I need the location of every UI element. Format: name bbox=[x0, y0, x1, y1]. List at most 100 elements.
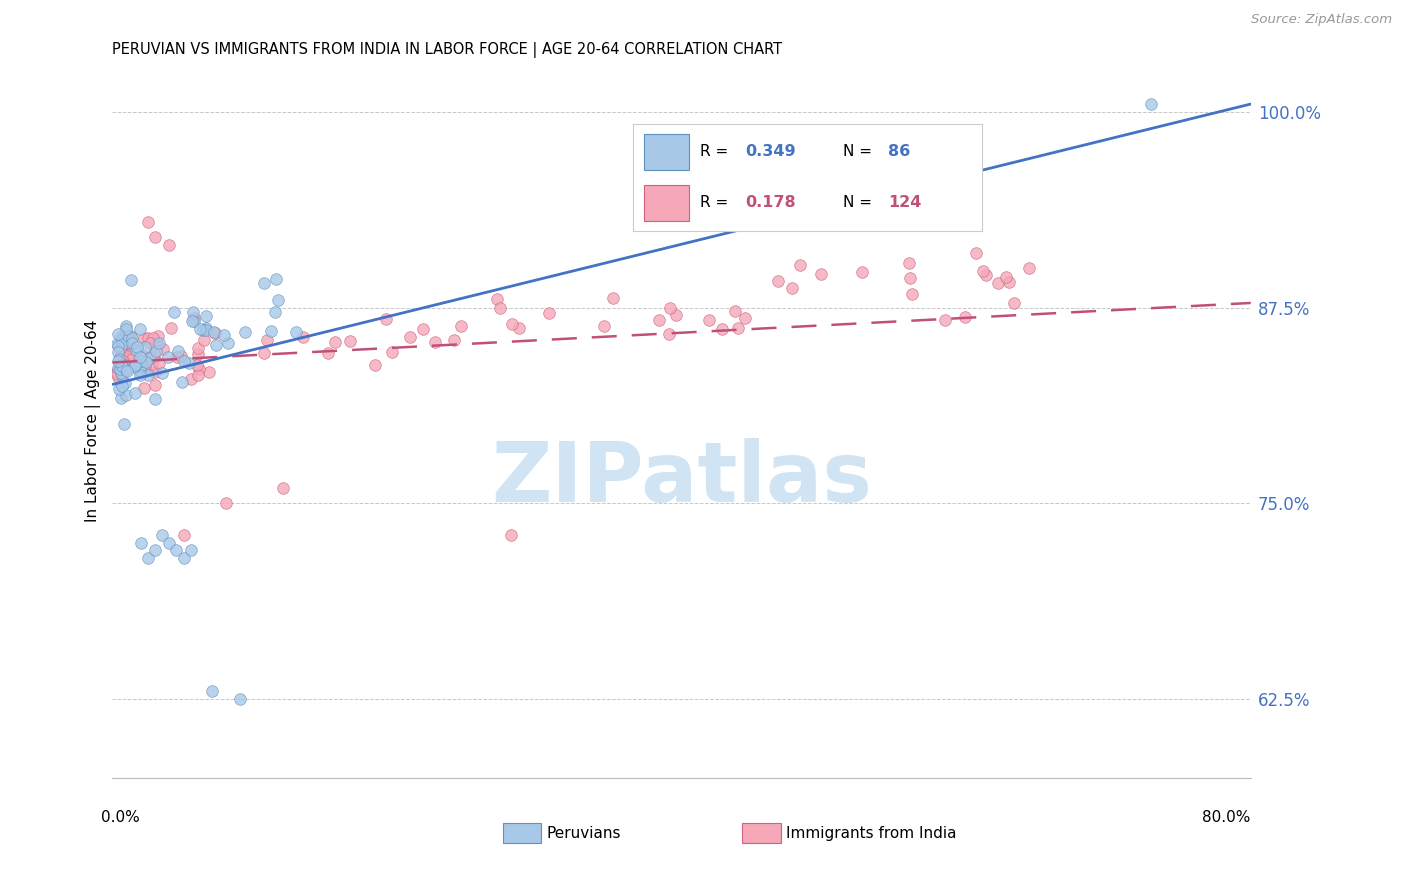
Point bbox=[953, 310, 976, 325]
Point bbox=[110, 361, 132, 376]
Point bbox=[148, 329, 170, 343]
Point bbox=[648, 313, 671, 327]
Point bbox=[134, 340, 156, 354]
Point bbox=[267, 293, 290, 307]
Point bbox=[766, 274, 789, 288]
Point bbox=[110, 330, 132, 344]
Point bbox=[115, 349, 138, 363]
Point bbox=[665, 308, 688, 322]
Point bbox=[142, 330, 165, 344]
Point bbox=[412, 322, 434, 336]
Point bbox=[538, 306, 561, 320]
Point bbox=[170, 349, 193, 363]
Point bbox=[117, 351, 139, 366]
Point bbox=[111, 368, 134, 382]
Point bbox=[187, 368, 209, 382]
Point bbox=[139, 335, 162, 350]
Point bbox=[901, 286, 924, 301]
Point bbox=[117, 329, 139, 343]
Point bbox=[108, 362, 131, 376]
Point bbox=[132, 331, 155, 345]
Point bbox=[148, 356, 170, 370]
Point bbox=[399, 329, 422, 343]
Point bbox=[972, 264, 994, 278]
Point bbox=[217, 336, 239, 351]
Point bbox=[120, 273, 142, 287]
Point bbox=[450, 318, 472, 333]
Point bbox=[110, 351, 132, 366]
Point bbox=[723, 303, 745, 318]
Point bbox=[423, 334, 446, 349]
Point bbox=[195, 323, 218, 337]
Bar bbox=[644, 185, 689, 221]
Point bbox=[195, 310, 218, 324]
Point bbox=[201, 684, 224, 698]
Point bbox=[135, 355, 157, 369]
Point bbox=[120, 340, 142, 354]
Point bbox=[129, 322, 152, 336]
Point bbox=[111, 357, 134, 371]
Text: N =: N = bbox=[842, 195, 872, 211]
Point bbox=[253, 276, 276, 290]
Point bbox=[381, 345, 404, 359]
Point bbox=[111, 328, 134, 343]
Point bbox=[124, 358, 146, 372]
Point bbox=[157, 350, 180, 364]
Point bbox=[108, 342, 131, 356]
Point bbox=[146, 337, 169, 351]
Point bbox=[111, 378, 134, 392]
Point bbox=[121, 351, 143, 366]
Point bbox=[115, 364, 138, 378]
Point bbox=[105, 365, 128, 379]
Point bbox=[1002, 296, 1025, 310]
Point bbox=[212, 327, 235, 342]
Text: ZIPatlas: ZIPatlas bbox=[491, 438, 872, 519]
Point bbox=[134, 358, 156, 372]
Point bbox=[108, 352, 131, 367]
Bar bbox=[644, 134, 689, 170]
Point bbox=[339, 334, 361, 348]
Point bbox=[266, 272, 288, 286]
Point bbox=[188, 322, 211, 336]
Point bbox=[195, 320, 218, 334]
Point bbox=[157, 535, 180, 549]
Point bbox=[271, 481, 294, 495]
Point bbox=[107, 360, 129, 375]
Point bbox=[143, 365, 166, 379]
Point bbox=[602, 291, 624, 305]
Point bbox=[260, 324, 283, 338]
Point bbox=[851, 265, 873, 279]
Point bbox=[134, 360, 156, 375]
Point bbox=[115, 322, 138, 336]
Point bbox=[129, 535, 152, 549]
Text: R =: R = bbox=[700, 195, 728, 211]
Point bbox=[143, 543, 166, 558]
Point bbox=[593, 319, 616, 334]
Text: Source: ZipAtlas.com: Source: ZipAtlas.com bbox=[1251, 13, 1392, 27]
Text: 86: 86 bbox=[889, 145, 910, 160]
Point bbox=[148, 335, 170, 350]
Point bbox=[152, 343, 174, 357]
Point bbox=[734, 311, 756, 326]
Point bbox=[193, 333, 215, 347]
Point bbox=[166, 351, 188, 365]
Point bbox=[157, 238, 180, 252]
Point bbox=[111, 354, 134, 368]
Point bbox=[711, 322, 734, 336]
Point bbox=[256, 333, 278, 347]
Point bbox=[443, 333, 465, 347]
Point bbox=[107, 370, 129, 384]
Point bbox=[191, 323, 214, 337]
Point bbox=[159, 321, 181, 335]
Point bbox=[284, 325, 307, 339]
Point bbox=[934, 313, 956, 327]
Point bbox=[187, 341, 209, 355]
Point bbox=[186, 358, 208, 372]
Point bbox=[110, 391, 132, 405]
Point bbox=[105, 367, 128, 381]
Point bbox=[187, 347, 209, 361]
Point bbox=[107, 344, 129, 359]
Point bbox=[181, 305, 204, 319]
Point bbox=[131, 348, 153, 362]
Point bbox=[111, 336, 134, 351]
